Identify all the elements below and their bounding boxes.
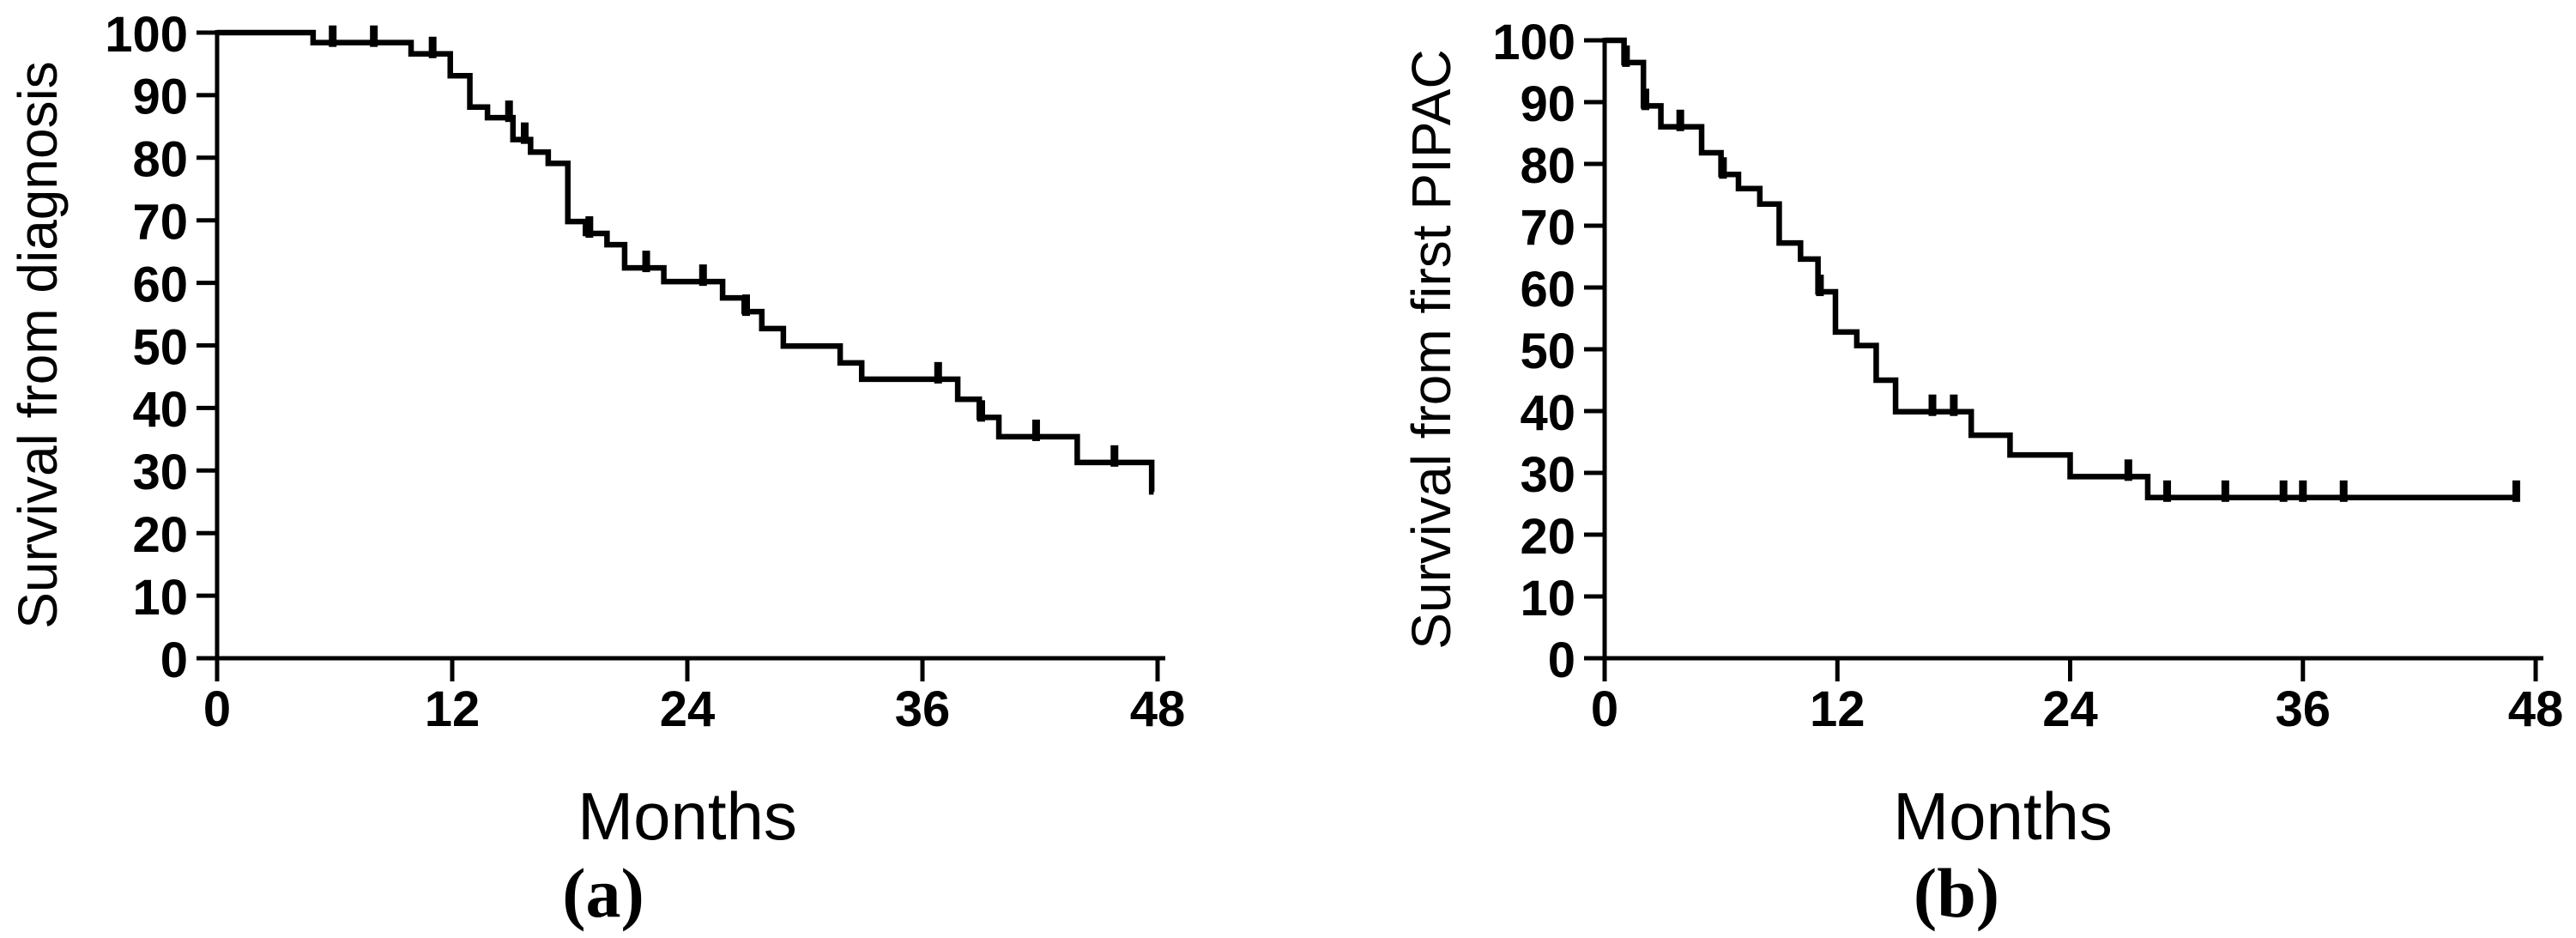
y-axis-title-survival-from-diagnosis: Survival from diagnosis: [7, 61, 69, 629]
censor-mark-b: [2221, 480, 2229, 502]
censor-mark-a: [642, 251, 650, 273]
censor-mark-a: [585, 216, 594, 239]
y-tick-label-a: 20: [132, 507, 188, 563]
y-tick-label-a: 100: [105, 7, 188, 63]
censor-mark-a: [329, 25, 337, 47]
x-tick-label-b: 48: [2508, 681, 2564, 737]
censor-mark-b: [1622, 45, 1630, 67]
y-tick-label-a: 10: [132, 570, 188, 626]
censor-mark-b: [2124, 459, 2132, 481]
y-tick-label-a: 70: [132, 195, 188, 251]
censor-mark-b: [2279, 480, 2288, 502]
censor-mark-a: [1031, 419, 1040, 441]
censor-marks-a: [329, 25, 1119, 467]
censor-mark-b: [2299, 480, 2307, 502]
censor-mark-b: [1950, 394, 1958, 416]
y-tick-label-a: 50: [132, 319, 188, 375]
y-tick-label-a: 60: [132, 257, 188, 312]
y-tick-label-b: 80: [1520, 138, 1575, 194]
y-tick-label-b: 40: [1520, 385, 1575, 441]
censor-mark-a: [428, 36, 437, 58]
x-tick-label-a: 48: [1130, 681, 1186, 737]
y-tick-label-a: 30: [132, 445, 188, 500]
y-tick-label-b: 10: [1520, 571, 1575, 626]
censor-mark-b: [1928, 394, 1937, 416]
y-axis-title-survival-from-first-pipac: Survival from first PIPAC: [1400, 49, 1462, 650]
censor-mark-b: [1719, 157, 1727, 179]
censor-mark-b: [1676, 109, 1684, 131]
panel-caption-b: (b): [1913, 854, 2000, 932]
censor-mark-b: [1641, 88, 1649, 111]
x-axis-title-months-a: Months: [577, 778, 797, 854]
survival-curve-a: [217, 29, 1155, 495]
x-tick-label-b: 36: [2275, 681, 2331, 737]
x-tick-label-a: 0: [203, 681, 231, 737]
censor-mark-a: [934, 361, 942, 384]
censor-mark-a: [698, 264, 707, 287]
y-tick-label-b: 90: [1520, 76, 1575, 132]
x-tick-label-a: 36: [895, 681, 951, 737]
y-tick-label-b: 20: [1520, 509, 1575, 565]
x-tick-label-b: 12: [1810, 681, 1865, 737]
y-tick-label-b: 100: [1492, 15, 1575, 70]
censor-mark-b: [2339, 480, 2348, 502]
y-tick-label-b: 0: [1548, 632, 1575, 688]
y-tick-label-a: 80: [132, 132, 188, 188]
survival-curve-b: [1605, 37, 2519, 501]
panel-caption-a: (a): [562, 854, 644, 932]
censor-mark-b: [2163, 480, 2172, 502]
km-panel-a: 0 10 20 30 40 50 60 70 80 90 100 0 12 24 36 48: [105, 7, 1185, 737]
x-tick-label-b: 0: [1591, 681, 1618, 737]
y-tick-label-a: 0: [160, 632, 188, 688]
y-tick-label-b: 30: [1520, 447, 1575, 503]
censor-mark-a: [520, 122, 529, 144]
y-tick-label-a: 90: [132, 70, 188, 125]
y-tick-label-a: 40: [132, 382, 188, 438]
x-axis-title-months-b: Months: [1893, 778, 2113, 854]
km-panel-b: 0 10 20 30 40 50 60 70 80 90 100 0 12 24 36 48: [1492, 15, 2563, 737]
x-tick-label-a: 24: [660, 681, 716, 737]
y-tick-label-b: 60: [1520, 262, 1575, 318]
x-tick-label-b: 24: [2042, 681, 2098, 737]
censor-mark-a: [1110, 445, 1119, 467]
censor-mark-b: [2512, 480, 2520, 502]
y-tick-label-b: 70: [1520, 200, 1575, 256]
censor-mark-a: [505, 100, 513, 123]
censor-marks-b: [1622, 45, 2520, 502]
y-tick-label-b: 50: [1520, 324, 1575, 379]
x-tick-label-a: 12: [425, 681, 481, 737]
censor-mark-a: [977, 400, 985, 422]
censor-mark-b: [1816, 275, 1824, 297]
censor-mark-a: [370, 25, 378, 47]
censor-mark-a: [742, 294, 750, 317]
